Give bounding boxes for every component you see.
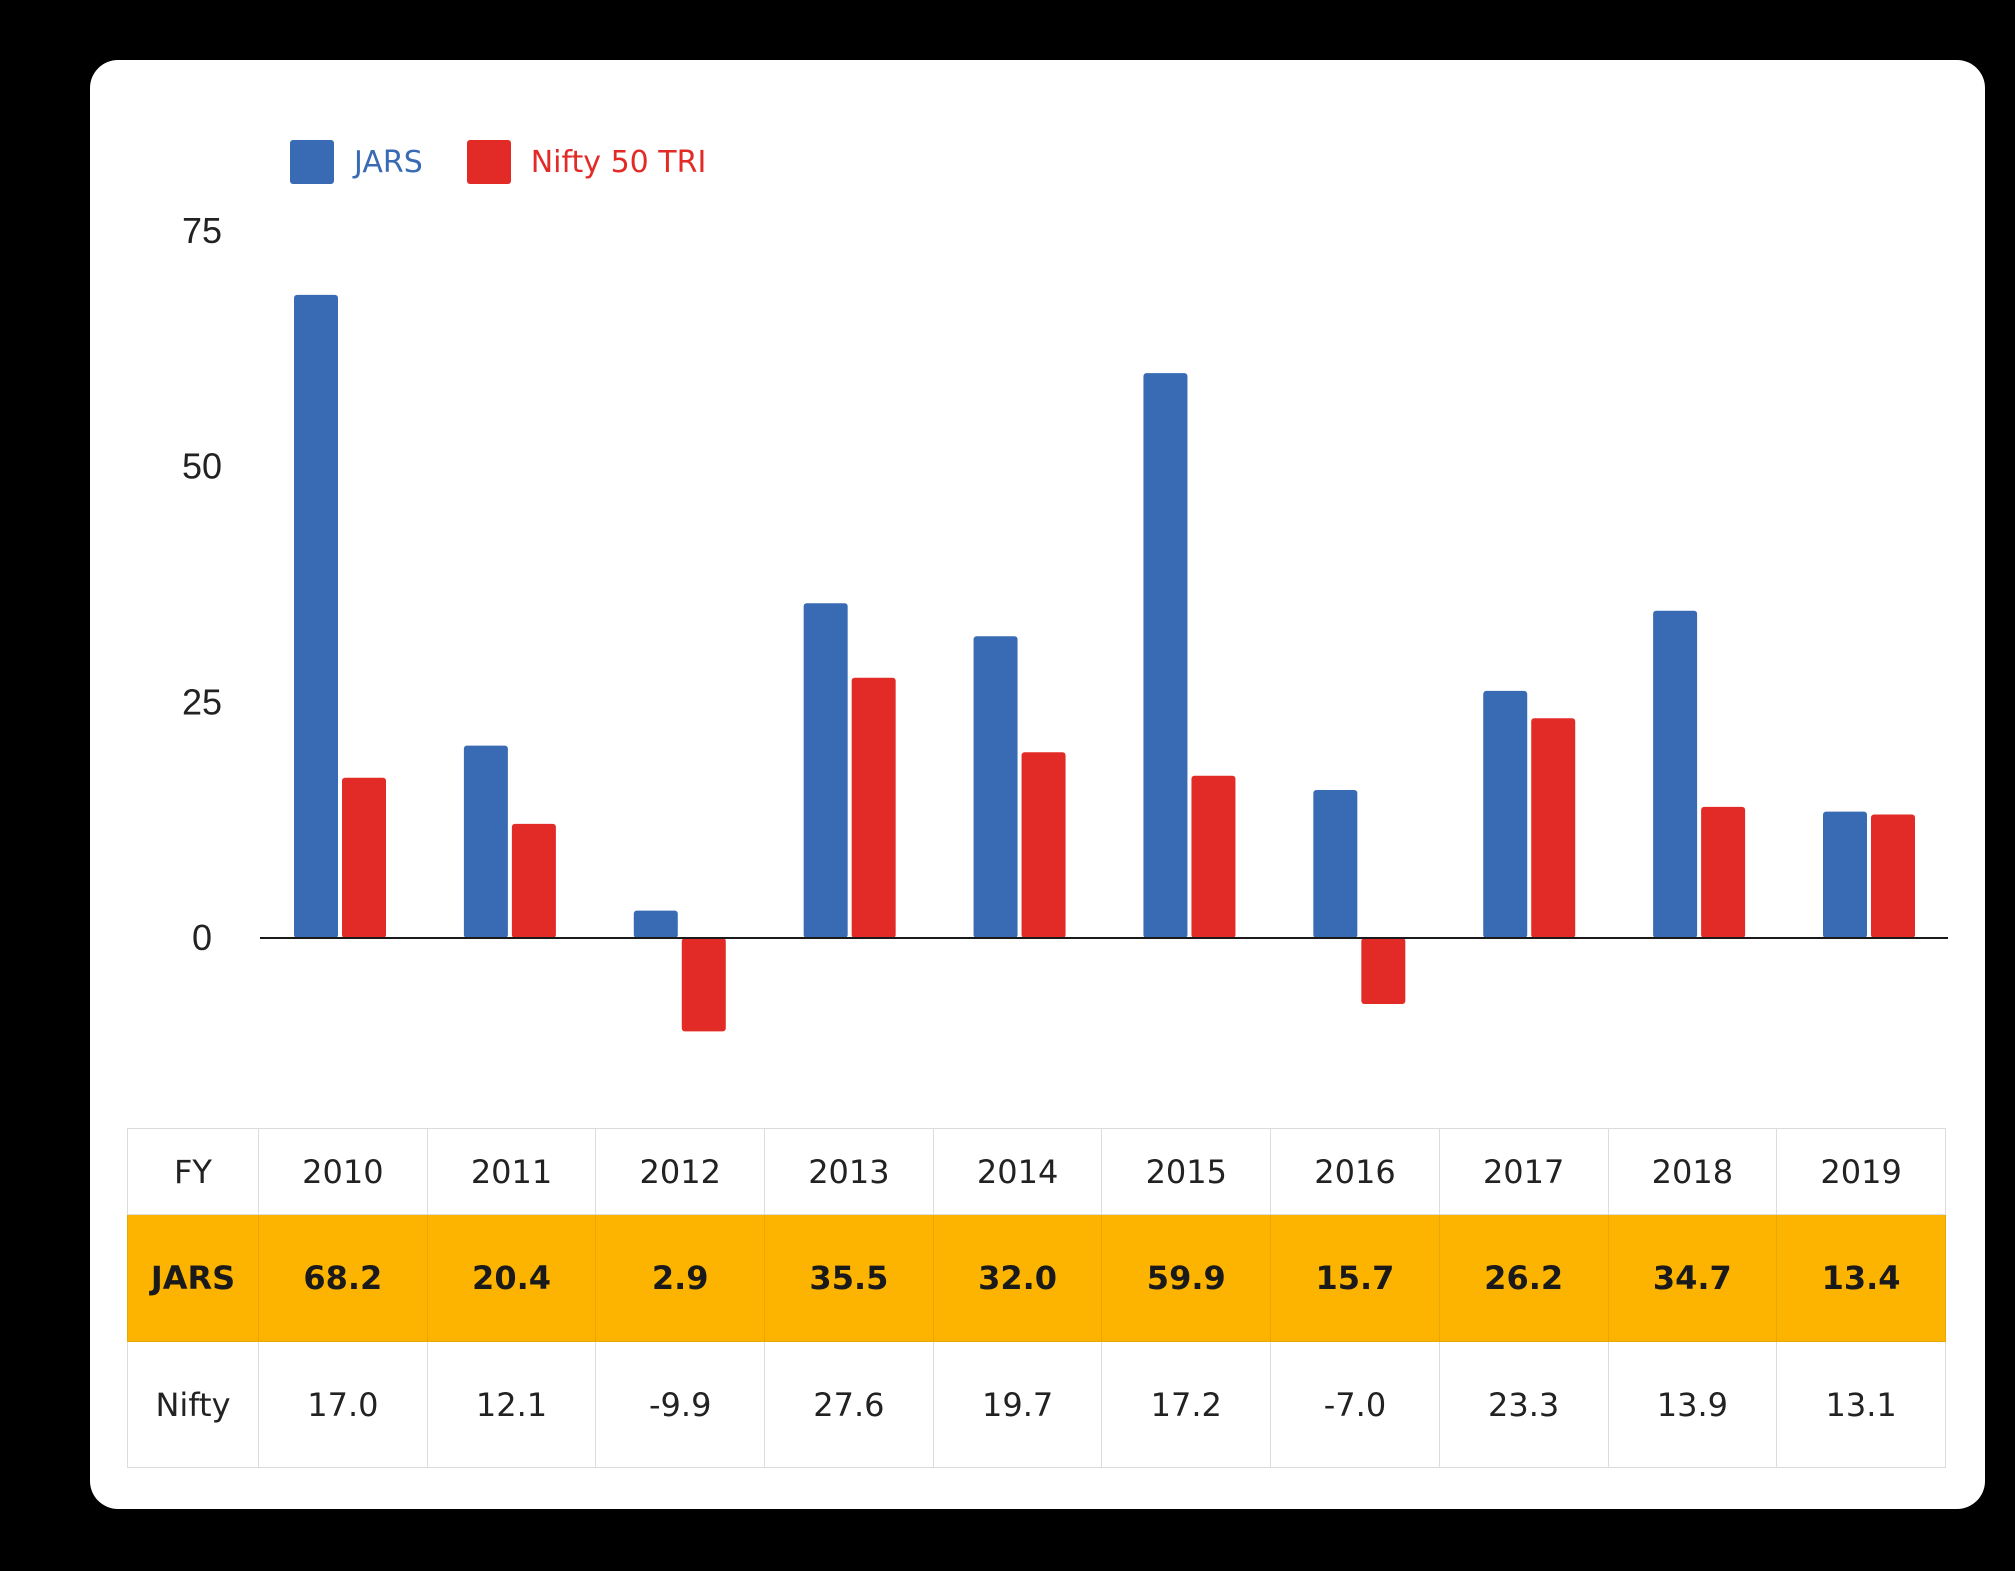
- legend-swatch-jars: [290, 140, 334, 184]
- bar-jars-2012: [633, 910, 678, 938]
- bar-nifty-2012: [681, 938, 726, 1032]
- year-cell: 2012: [595, 1128, 766, 1215]
- legend-label-jars: JARS: [354, 144, 423, 180]
- value-cell: 20.4: [426, 1214, 597, 1342]
- year-cell: 2017: [1438, 1128, 1609, 1215]
- year-cell: 2010: [258, 1128, 428, 1215]
- value-cell: 19.7: [932, 1341, 1103, 1468]
- y-tick-label: 25: [182, 681, 222, 722]
- year-cell: 2016: [1270, 1128, 1440, 1215]
- value-cell: 27.6: [764, 1341, 934, 1468]
- bar-nifty-2019: [1871, 814, 1915, 938]
- bar-jars-2017: [1483, 690, 1528, 938]
- year-cell: 2014: [932, 1128, 1103, 1215]
- value-cell: 59.9: [1101, 1214, 1272, 1342]
- legend-swatch-nifty: [466, 140, 511, 184]
- bar-jars-2016: [1313, 789, 1358, 938]
- value-cell: 13.9: [1607, 1341, 1778, 1468]
- value-cell: 15.7: [1270, 1214, 1440, 1342]
- value-cell: 17.2: [1101, 1341, 1272, 1468]
- value-cell: 2.9: [595, 1214, 766, 1342]
- row-label-jars: JARS: [127, 1214, 259, 1342]
- legend-item-nifty: Nifty 50 TRI: [466, 140, 707, 184]
- bar-nifty-2014: [1021, 752, 1066, 938]
- y-axis: 0 25 50 75: [182, 210, 222, 958]
- bar-nifty-2018: [1701, 806, 1746, 938]
- bar-jars-2019: [1823, 811, 1867, 938]
- bar-nifty-2016: [1361, 938, 1406, 1005]
- value-cell: 13.1: [1776, 1341, 1946, 1468]
- bar-chart: 0 25 50 75: [182, 210, 1948, 1032]
- bar-jars-2014: [973, 636, 1018, 938]
- y-tick-label: 75: [182, 210, 222, 251]
- value-cell: 35.5: [764, 1214, 934, 1342]
- bar-nifty-2011: [511, 823, 556, 938]
- returns-table: FY 2010 2011 2012 2013 2014 2015 2016 20…: [127, 1128, 1946, 1468]
- chart-card: JARS Nifty 50 TRI 0 25 50 75 FY 2010 2011 2…: [90, 60, 1985, 1509]
- value-cell: 17.0: [258, 1341, 428, 1468]
- bar-jars-2011: [463, 745, 508, 938]
- value-cell: -9.9: [595, 1341, 766, 1468]
- year-cell: 2018: [1607, 1128, 1778, 1215]
- value-cell: -7.0: [1270, 1341, 1440, 1468]
- row-label-nifty: Nifty: [127, 1341, 259, 1468]
- table-row-jars: JARS 68.2 20.4 2.9 35.5 32.0 59.9 15.7 2…: [127, 1214, 1946, 1342]
- value-cell: 26.2: [1438, 1214, 1609, 1342]
- table-header-row: FY 2010 2011 2012 2013 2014 2015 2016 20…: [127, 1128, 1946, 1215]
- year-cell: 2011: [426, 1128, 597, 1215]
- legend-label-nifty: Nifty 50 TRI: [530, 144, 707, 180]
- bars-group: [294, 294, 1915, 1032]
- value-cell: 13.4: [1776, 1214, 1946, 1342]
- value-cell: 32.0: [932, 1214, 1103, 1342]
- year-cell: 2019: [1776, 1128, 1946, 1215]
- value-cell: 23.3: [1438, 1341, 1609, 1468]
- header-label-cell: FY: [127, 1128, 259, 1215]
- value-cell: 12.1: [426, 1341, 597, 1468]
- table-row-nifty: Nifty 17.0 12.1 -9.9 27.6 19.7 17.2 -7.0…: [127, 1341, 1946, 1468]
- y-tick-label: 0: [192, 917, 212, 958]
- bar-jars-2010: [294, 294, 338, 938]
- chart-legend: JARS Nifty 50 TRI: [290, 140, 750, 184]
- bar-jars-2013: [803, 603, 848, 938]
- bar-nifty-2015: [1191, 775, 1236, 938]
- bar-jars-2018: [1653, 610, 1698, 938]
- year-cell: 2015: [1101, 1128, 1272, 1215]
- year-cell: 2013: [764, 1128, 934, 1215]
- y-tick-label: 50: [182, 446, 222, 487]
- value-cell: 68.2: [258, 1214, 428, 1342]
- bar-nifty-2017: [1531, 718, 1576, 938]
- bar-nifty-2013: [851, 677, 896, 938]
- bar-nifty-2010: [342, 777, 386, 938]
- legend-item-jars: JARS: [290, 140, 423, 184]
- bar-jars-2015: [1143, 373, 1188, 938]
- value-cell: 34.7: [1607, 1214, 1778, 1342]
